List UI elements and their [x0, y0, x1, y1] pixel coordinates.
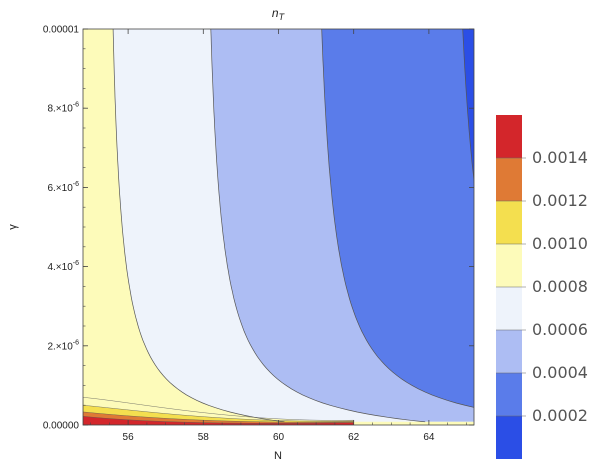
y-tick-label: 8.×10-6: [47, 102, 79, 115]
contour-line-0.0008: [112, 29, 285, 423]
legend-swatch: [496, 287, 522, 330]
x-axis: 56 58 60 62 64: [90, 29, 467, 443]
legend-swatch: [496, 373, 522, 416]
y-axis: 0.00000 2.×10-6 4.×10-6 6.×10-6 8.×10-6 0.000…: [43, 25, 474, 432]
y-tick-label: 6.×10-6: [47, 181, 79, 194]
contour-line-0.0006: [210, 29, 426, 423]
legend: 0.0002 0.0004 0.0006 0.0008 0.0010 0.0012 0.00…: [496, 115, 588, 459]
x-tick-label: 60: [273, 432, 285, 443]
chart-title-sub: T: [279, 12, 286, 22]
x-tick-label: 64: [423, 432, 435, 443]
x-tick-label: 62: [348, 432, 360, 443]
legend-swatch: [496, 330, 522, 373]
contour-lines: [112, 29, 474, 423]
legend-swatch: [496, 244, 522, 287]
legend-label: 0.0012: [532, 191, 588, 210]
legend-label: 0.0010: [532, 234, 588, 253]
contour-bands: [83, 29, 474, 425]
legend-label: 0.0004: [532, 363, 588, 382]
legend-swatch: [496, 115, 522, 158]
legend-label: 0.0006: [532, 320, 588, 339]
band-region-1: [83, 29, 474, 425]
y-tick-label: 0.00000: [43, 421, 80, 432]
contour-line-0.0004: [321, 29, 474, 408]
y-tick-label: 0.00001: [43, 25, 80, 36]
legend-label: 0.0002: [532, 406, 588, 425]
chart-title-main: n: [272, 6, 279, 20]
legend-swatch: [496, 416, 522, 459]
legend-swatch: [496, 158, 522, 201]
chart-title: nT: [272, 6, 286, 22]
x-axis-label: N: [274, 450, 282, 461]
y-axis-label: γ: [7, 224, 19, 230]
y-tick-label: 4.×10-6: [47, 260, 79, 273]
legend-swatch: [496, 201, 522, 244]
band-region-0: [83, 29, 474, 425]
x-tick-label: 56: [123, 432, 135, 443]
y-tick-label: 2.×10-6: [47, 339, 79, 352]
x-tick-label: 58: [198, 432, 210, 443]
contour-line-0.0002: [462, 29, 474, 184]
legend-label: 0.0008: [532, 277, 588, 296]
legend-label: 0.0014: [532, 148, 588, 167]
